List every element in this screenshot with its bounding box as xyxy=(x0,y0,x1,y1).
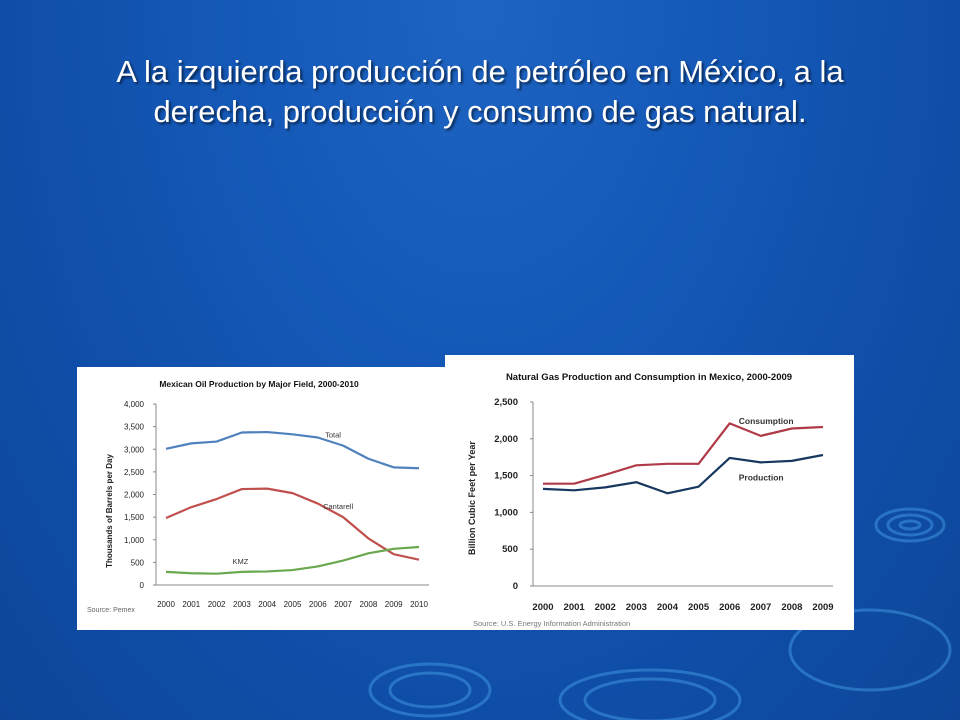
oil-production-chart-svg: Mexican Oil Production by Major Field, 2… xyxy=(87,379,429,614)
x-tick-label: 2007 xyxy=(334,600,352,609)
series-line-cantarell xyxy=(165,487,420,561)
y-tick-label: 2,500 xyxy=(494,397,518,408)
x-tick-label: 2007 xyxy=(750,602,771,613)
y-tick-label: 500 xyxy=(502,544,518,555)
y-tick-label: 1,500 xyxy=(124,513,145,522)
x-tick-label: 2008 xyxy=(360,600,378,609)
x-tick-label: 2002 xyxy=(208,600,226,609)
slide-title-line2: derecha, producción y consumo de gas nat… xyxy=(153,94,807,129)
x-tick-label: 2009 xyxy=(385,600,403,609)
x-tick-label: 2005 xyxy=(688,602,710,613)
x-tick-label: 2004 xyxy=(657,602,679,613)
x-tick-label: 2000 xyxy=(532,602,553,613)
x-tick-label: 2006 xyxy=(719,602,740,613)
series-line-kmz xyxy=(165,545,420,575)
x-tick-label: 2010 xyxy=(410,600,428,609)
series-label-cantarell: Cantarell xyxy=(323,502,353,511)
y-tick-label: 4,000 xyxy=(124,400,145,409)
gas-production-consumption-chart: Natural Gas Production and Consumption i… xyxy=(445,355,854,630)
slide-title-line1: A la izquierda producción de petróleo en… xyxy=(116,54,844,89)
series-line-total xyxy=(165,430,420,470)
series-label-total: Total xyxy=(325,431,341,440)
series-label-kmz: KMZ xyxy=(233,557,249,566)
x-tick-label: 2003 xyxy=(233,600,251,609)
chart-title: Natural Gas Production and Consumption i… xyxy=(506,372,792,383)
y-axis-label: Billion Cubic Feet per Year xyxy=(467,441,477,555)
x-tick-label: 2004 xyxy=(258,600,276,609)
series-line-production xyxy=(542,453,824,495)
gas-chart-svg: Natural Gas Production and Consumption i… xyxy=(467,372,834,628)
y-tick-label: 2,000 xyxy=(124,491,145,500)
y-tick-label: 3,500 xyxy=(124,423,145,432)
y-tick-label: 0 xyxy=(513,581,518,592)
oil-production-chart: Mexican Oil Production by Major Field, 2… xyxy=(77,367,445,630)
x-tick-label: 2002 xyxy=(595,602,616,613)
y-tick-label: 1,000 xyxy=(124,536,145,545)
x-tick-label: 2008 xyxy=(781,602,802,613)
chart-source: Source: Pemex xyxy=(87,607,135,614)
y-tick-label: 500 xyxy=(131,558,145,567)
y-tick-label: 3,000 xyxy=(124,445,145,454)
x-tick-label: 2003 xyxy=(626,602,647,613)
y-tick-label: 0 xyxy=(140,581,145,590)
x-tick-label: 2001 xyxy=(182,600,200,609)
y-tick-label: 2,500 xyxy=(124,468,145,477)
y-axis-label: Thousands of Barrels per Day xyxy=(105,454,114,568)
x-tick-label: 2009 xyxy=(812,602,833,613)
chart-source: Source: U.S. Energy Information Administ… xyxy=(473,619,630,628)
x-tick-label: 2005 xyxy=(284,600,302,609)
x-tick-label: 2000 xyxy=(157,600,175,609)
y-tick-label: 1,500 xyxy=(494,471,518,482)
series-label-production: Production xyxy=(739,472,784,482)
series-label-consumption: Consumption xyxy=(739,416,794,426)
x-tick-label: 2006 xyxy=(309,600,327,609)
chart-title: Mexican Oil Production by Major Field, 2… xyxy=(159,379,359,389)
x-tick-label: 2001 xyxy=(564,602,586,613)
series-line-consumption xyxy=(543,422,824,485)
y-tick-label: 2,000 xyxy=(494,434,518,445)
y-tick-label: 1,000 xyxy=(494,507,518,518)
slide-title: A la izquierda producción de petróleo en… xyxy=(40,52,920,132)
